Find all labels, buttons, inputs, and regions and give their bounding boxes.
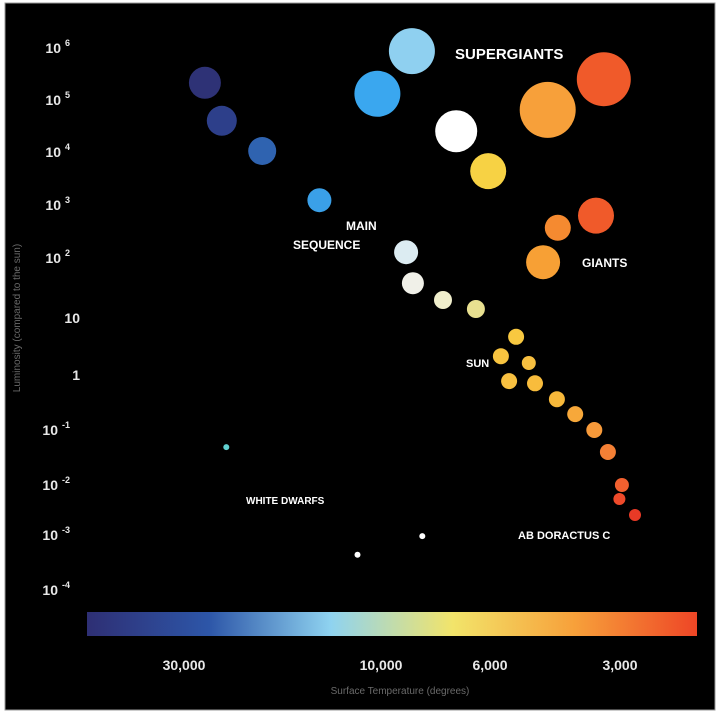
y-tick-label: 10 4 xyxy=(45,142,70,160)
y-tick-label: 10 -3 xyxy=(42,525,70,543)
star-main-sequence xyxy=(548,391,565,408)
star-white-dwarf xyxy=(223,444,230,451)
star-main-sequence xyxy=(508,328,525,345)
star-supergiant xyxy=(470,153,507,190)
label-giants: GIANTS xyxy=(582,256,627,270)
star-main-sequence xyxy=(307,188,332,213)
star-ab-doradus-c xyxy=(629,509,641,521)
temperature-colorbar xyxy=(87,612,697,636)
star-white-dwarf xyxy=(354,551,361,558)
x-tick-label: 3,000 xyxy=(602,657,637,673)
x-axis-title: Surface Temperature (degrees) xyxy=(331,686,470,697)
y-tick-label: 10 6 xyxy=(45,38,70,56)
label-ab-doradus-c: AB DORACTUS C xyxy=(518,530,610,542)
star-main-sequence xyxy=(188,66,221,99)
label-main-sequence-line2: SEQUENCE xyxy=(293,238,360,252)
label-main-sequence-line1: MAIN xyxy=(346,219,377,233)
star-main-sequence xyxy=(614,478,629,492)
star-supergiant xyxy=(519,81,576,138)
star-main-sequence xyxy=(613,493,626,505)
chart-background xyxy=(4,2,716,711)
y-tick-label: 10 5 xyxy=(45,90,70,108)
star-supergiant xyxy=(354,70,401,117)
star-sun xyxy=(492,348,509,365)
y-tick-label: 10 -1 xyxy=(42,420,70,438)
y-tick-label: 10 -4 xyxy=(42,580,70,598)
star-main-sequence xyxy=(401,272,424,295)
x-tick-label: 30,000 xyxy=(163,657,206,673)
star-supergiant xyxy=(435,110,478,153)
star-giant xyxy=(526,245,561,280)
star-giant xyxy=(578,197,614,234)
y-tick-label: 1 xyxy=(72,367,80,383)
star-main-sequence xyxy=(599,444,616,460)
star-main-sequence xyxy=(527,375,543,392)
star-main-sequence xyxy=(434,291,452,309)
y-tick-label: 10 xyxy=(64,310,80,326)
y-tick-label: 10 2 xyxy=(45,248,70,266)
x-tick-label: 10,000 xyxy=(360,657,403,673)
star-main-sequence xyxy=(394,240,419,265)
y-axis-title: Luminosity (compared to the sun) xyxy=(12,244,23,392)
y-tick-label: 10 3 xyxy=(45,195,70,213)
star-main-sequence xyxy=(586,422,603,438)
star-main-sequence xyxy=(248,137,277,165)
star-supergiant xyxy=(388,28,435,75)
star-giant xyxy=(544,214,571,241)
label-supergiants: SUPERGIANTS xyxy=(455,46,563,63)
star-main-sequence xyxy=(466,300,485,318)
star-supergiant xyxy=(576,52,631,107)
star-main-sequence xyxy=(567,406,584,423)
label-white-dwarfs: WHITE DWARFS xyxy=(246,496,325,507)
star-main-sequence xyxy=(521,356,536,370)
star-main-sequence xyxy=(206,105,237,136)
star-main-sequence xyxy=(501,373,518,390)
star-white-dwarf xyxy=(419,533,426,540)
y-tick-label: 10 -2 xyxy=(42,475,70,493)
label-sun: SUN xyxy=(466,358,489,370)
x-tick-label: 6,000 xyxy=(472,657,507,673)
